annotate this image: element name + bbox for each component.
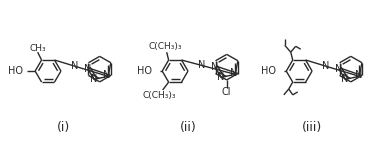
Text: (ii): (ii) (179, 121, 196, 135)
Text: N: N (90, 74, 97, 84)
Text: C(CH₃)₃: C(CH₃)₃ (149, 42, 182, 51)
Text: N: N (341, 74, 348, 84)
Text: N: N (322, 61, 329, 71)
Text: (iii): (iii) (302, 121, 322, 135)
Text: Cl: Cl (222, 87, 231, 97)
Text: N: N (217, 72, 224, 82)
Text: N: N (230, 68, 238, 78)
Text: N: N (354, 70, 362, 80)
Text: N: N (198, 60, 205, 70)
Text: N: N (336, 64, 343, 74)
Text: N: N (211, 62, 219, 72)
Text: HO: HO (137, 66, 152, 76)
Text: HO: HO (261, 66, 276, 76)
Text: N: N (103, 70, 111, 80)
Text: C(CH₃)₃: C(CH₃)₃ (143, 91, 176, 100)
Text: HO: HO (8, 66, 23, 76)
Text: N: N (84, 64, 92, 74)
Text: (i): (i) (57, 121, 70, 135)
Text: N: N (71, 61, 78, 71)
Text: CH₃: CH₃ (29, 44, 46, 53)
